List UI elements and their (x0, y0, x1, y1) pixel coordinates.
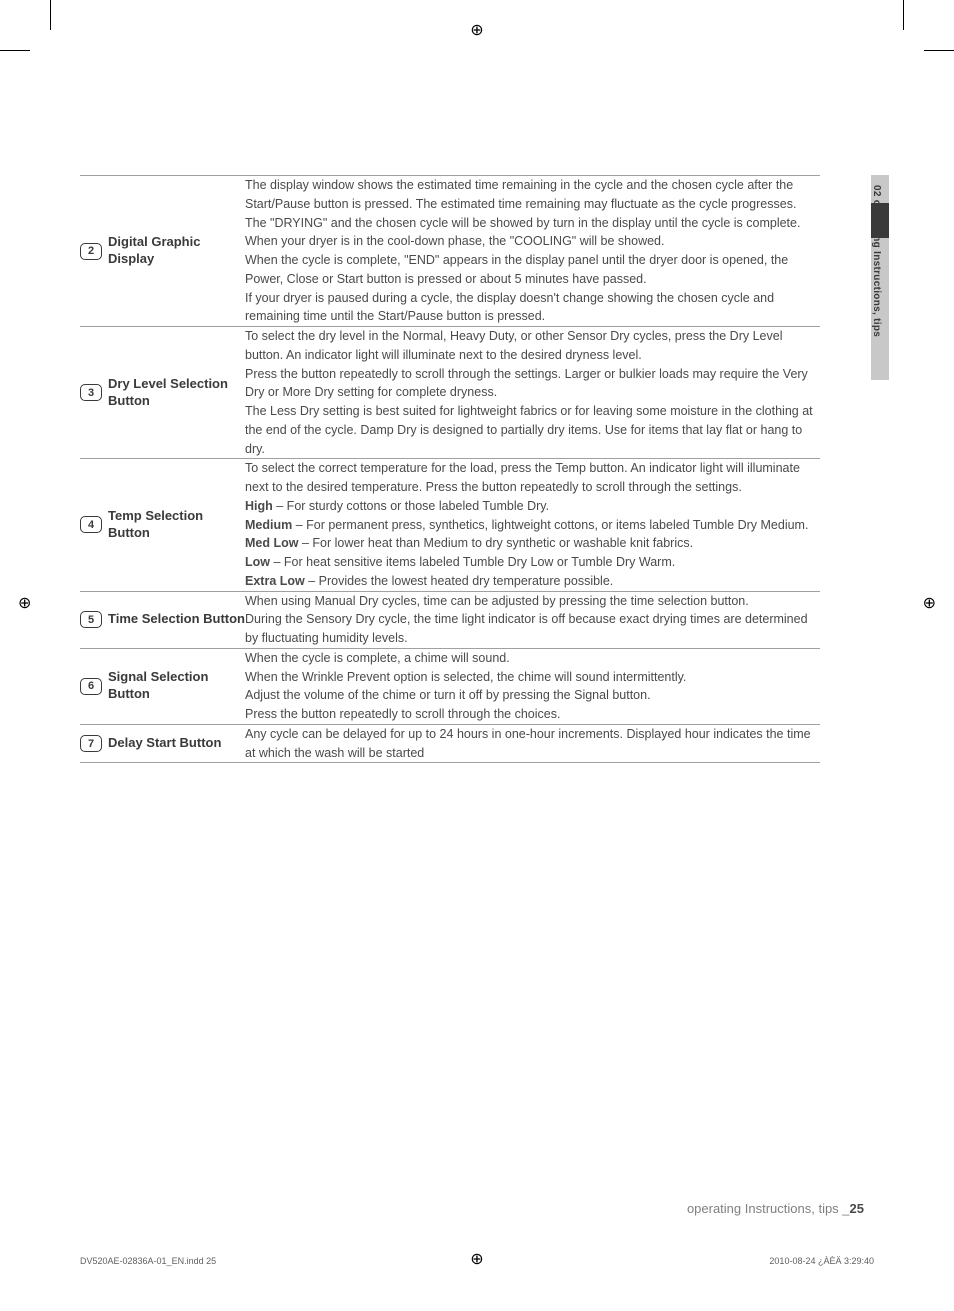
number-badge: 7 (80, 735, 102, 752)
description-paragraph: The Less Dry setting is best suited for … (245, 402, 820, 458)
description-paragraph: If your dryer is paused during a cycle, … (245, 289, 820, 327)
description-paragraph: To select the correct temperature for th… (245, 459, 820, 497)
tab-label: 02 operating Instructions, tips (871, 185, 882, 337)
description-cell: When the cycle is complete, a chime will… (245, 648, 820, 724)
instructions-table: 2 Digital Graphic DisplayThe display wind… (80, 175, 820, 763)
description-paragraph: Medium – For permanent press, synthetics… (245, 516, 820, 535)
number-badge: 5 (80, 611, 102, 628)
description-paragraph: When the cycle is complete, "END" appear… (245, 251, 820, 289)
label-cell: 4 Temp Selection Button (80, 459, 245, 591)
description-cell: When using Manual Dry cycles, time can b… (245, 591, 820, 648)
description-cell: To select the dry level in the Normal, H… (245, 327, 820, 459)
bold-term: High (245, 499, 273, 513)
description-paragraph: When the cycle is complete, a chime will… (245, 649, 820, 668)
description-text: – For permanent press, synthetics, light… (292, 518, 808, 532)
footer-text: operating Instructions, tips _ (687, 1201, 850, 1216)
description-paragraph: High – For sturdy cottons or those label… (245, 497, 820, 516)
crop-mark (924, 50, 954, 51)
description-paragraph: Med Low – For lower heat than Medium to … (245, 534, 820, 553)
registration-mark-left: ⊕ (18, 593, 31, 613)
description-paragraph: The display window shows the estimated t… (245, 176, 820, 214)
crop-mark (0, 50, 30, 51)
description-paragraph: When using Manual Dry cycles, time can b… (245, 592, 820, 611)
description-paragraph: Low – For heat sensitive items labeled T… (245, 553, 820, 572)
table-row: 4 Temp Selection ButtonTo select the corr… (80, 459, 820, 591)
description-paragraph: During the Sensory Dry cycle, the time l… (245, 610, 820, 648)
row-label: Dry Level Selection Button (108, 376, 245, 410)
row-label: Signal Selection Button (108, 669, 245, 703)
description-paragraph: When the Wrinkle Prevent option is selec… (245, 668, 820, 687)
label-cell: 7 Delay Start Button (80, 724, 245, 763)
table-row: 7 Delay Start Button Any cycle can be dela… (80, 724, 820, 763)
table-row: 3 Dry Level Selection ButtonTo select the… (80, 327, 820, 459)
registration-mark-right: ⊕ (923, 593, 936, 613)
description-paragraph: Press the button repeatedly to scroll th… (245, 365, 820, 403)
description-cell: The display window shows the estimated t… (245, 176, 820, 327)
label-cell: 3 Dry Level Selection Button (80, 327, 245, 459)
description-paragraph: Press the button repeatedly to scroll th… (245, 705, 820, 724)
bold-term: Extra Low (245, 574, 305, 588)
bold-term: Medium (245, 518, 292, 532)
row-label: Delay Start Button (108, 735, 221, 752)
description-cell: Any cycle can be delayed for up to 24 ho… (245, 724, 820, 763)
description-text: – For heat sensitive items labeled Tumbl… (270, 555, 675, 569)
description-paragraph: Extra Low – Provides the lowest heated d… (245, 572, 820, 591)
doc-timestamp: 2010-08-24 ¿ÀÈÄ 3:29:40 (769, 1256, 874, 1266)
table-row: 5 Time Selection ButtonWhen using Manual … (80, 591, 820, 648)
document-footer: DV520AE-02836A-01_EN.indd 25 2010-08-24 … (80, 1256, 874, 1266)
table-row: 2 Digital Graphic DisplayThe display wind… (80, 176, 820, 327)
description-text: – For lower heat than Medium to dry synt… (298, 536, 693, 550)
label-cell: 2 Digital Graphic Display (80, 176, 245, 327)
description-text: – For sturdy cottons or those labeled Tu… (273, 499, 549, 513)
side-tab: 02 operating Instructions, tips (871, 175, 889, 440)
row-label: Time Selection Button (108, 611, 245, 628)
number-badge: 2 (80, 243, 102, 260)
description-cell: To select the correct temperature for th… (245, 459, 820, 591)
description-paragraph: When your dryer is in the cool-down phas… (245, 232, 820, 251)
description-text: – Provides the lowest heated dry tempera… (305, 574, 614, 588)
crop-mark (50, 0, 51, 30)
description-paragraph: Any cycle can be delayed for up to 24 ho… (245, 725, 820, 763)
description-paragraph: To select the dry level in the Normal, H… (245, 327, 820, 365)
doc-filename: DV520AE-02836A-01_EN.indd 25 (80, 1256, 216, 1266)
content-area: 2 Digital Graphic DisplayThe display wind… (80, 175, 820, 763)
bold-term: Low (245, 555, 270, 569)
label-cell: 5 Time Selection Button (80, 591, 245, 648)
number-badge: 4 (80, 516, 102, 533)
registration-mark-top: ⊕ (470, 20, 483, 40)
crop-mark (903, 0, 904, 30)
page-number: 25 (850, 1201, 864, 1216)
page-footer: operating Instructions, tips _25 (687, 1201, 864, 1216)
label-cell: 6 Signal Selection Button (80, 648, 245, 724)
row-label: Temp Selection Button (108, 508, 245, 542)
number-badge: 6 (80, 678, 102, 695)
bold-term: Med Low (245, 536, 298, 550)
row-label: Digital Graphic Display (108, 234, 245, 268)
number-badge: 3 (80, 384, 102, 401)
description-paragraph: Adjust the volume of the chime or turn i… (245, 686, 820, 705)
description-paragraph: The "DRYING" and the chosen cycle will b… (245, 214, 820, 233)
table-row: 6 Signal Selection ButtonWhen the cycle i… (80, 648, 820, 724)
